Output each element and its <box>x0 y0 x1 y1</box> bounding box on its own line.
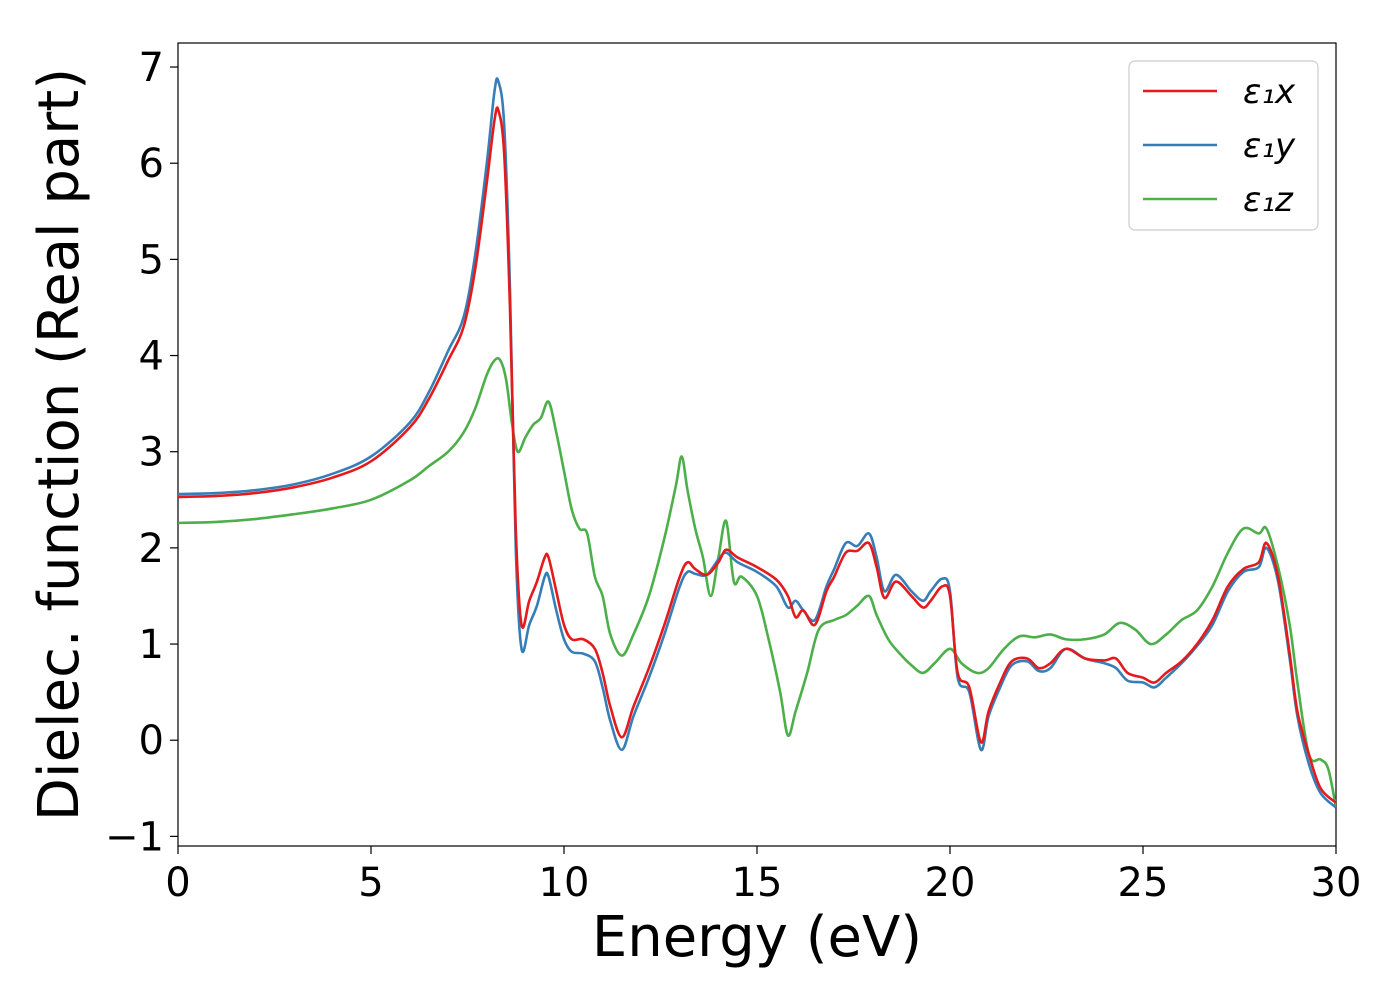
legend-label: ε₁z <box>1243 180 1294 220</box>
legend-box <box>1128 60 1319 231</box>
y-tick-label: 0 <box>139 718 164 764</box>
y-tick-label: 4 <box>139 334 164 380</box>
y-tick-label: 3 <box>139 430 164 476</box>
x-tick-label: 25 <box>1118 860 1169 906</box>
series-line-z <box>178 356 1336 808</box>
legend-label: ε₁x <box>1243 72 1296 112</box>
y-axis-label: Dielec. function (Real part) <box>27 68 92 821</box>
y-tick-label: 5 <box>139 237 164 283</box>
x-tick-label: 30 <box>1311 860 1362 906</box>
y-tick-label: −1 <box>105 814 164 860</box>
x-tick-label: 10 <box>539 860 590 906</box>
y-axis-ticks: −1 0 1 2 3 4 5 6 7 <box>105 45 178 860</box>
x-tick-label: 0 <box>165 860 190 906</box>
y-tick-label: 7 <box>139 45 164 91</box>
x-tick-label: 5 <box>358 860 383 906</box>
x-axis-ticks: 0 5 10 15 20 25 30 <box>165 846 1361 906</box>
legend: ε₁x ε₁y ε₁z <box>1128 60 1319 231</box>
legend-label: ε₁y <box>1243 126 1296 166</box>
y-tick-label: 6 <box>139 141 164 187</box>
series-line-x <box>178 106 1336 804</box>
x-tick-label: 20 <box>925 860 976 906</box>
x-tick-label: 15 <box>732 860 783 906</box>
x-axis-label: Energy (eV) <box>592 905 922 970</box>
y-tick-label: 2 <box>139 526 164 572</box>
series-layer <box>178 77 1336 809</box>
y-tick-label: 1 <box>139 622 164 668</box>
